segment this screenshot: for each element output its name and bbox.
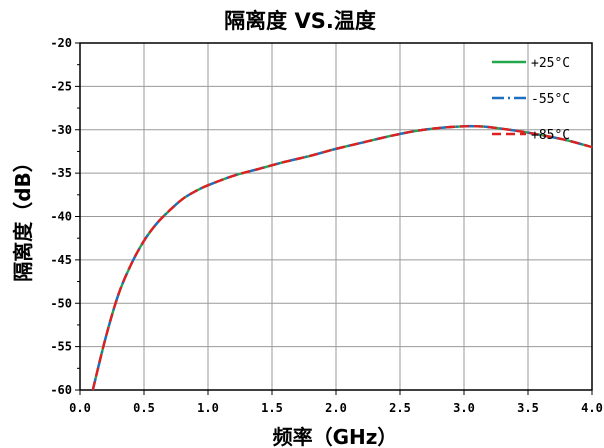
x-tick-label: 2.5: [389, 401, 411, 415]
series-line-3: [91, 124, 593, 391]
series-line-1: [91, 124, 593, 391]
legend-label: +25°C: [531, 56, 570, 71]
x-tick-label: 0.0: [69, 401, 91, 415]
x-tick-label: 2.0: [325, 401, 347, 415]
y-tick-label: -45: [50, 253, 72, 267]
series-line-2: [91, 124, 593, 391]
y-tick-label: -50: [50, 296, 72, 310]
grid-lines: [80, 43, 592, 390]
y-tick-label: -30: [50, 123, 72, 137]
y-tick-label: -55: [50, 340, 72, 354]
y-tick-label: -60: [50, 383, 72, 397]
x-tick-label: 3.5: [517, 401, 539, 415]
x-axis-label: 频率（GHz）: [273, 425, 398, 448]
chart-title: 隔离度 VS.温度: [224, 9, 376, 33]
x-tick-label: 4.0: [581, 401, 603, 415]
legend-label: +85°C: [531, 128, 570, 143]
legend-label: -55°C: [531, 92, 570, 107]
y-tick-label: -40: [50, 210, 72, 224]
y-tick-label: -35: [50, 166, 72, 180]
x-tick-label: 1.5: [261, 401, 283, 415]
axis-ticks: 0.0 0.5 1.0 1.5 2.0 2.5 3.0 3.5 4.0 -20 -25 -30 -35 -…: [50, 36, 603, 415]
series-lines: [91, 124, 593, 391]
y-tick-label: -20: [50, 36, 72, 50]
x-tick-label: 1.0: [197, 401, 219, 415]
y-tick-label: -25: [50, 79, 72, 93]
legend: +25°C -55°C +85°C: [492, 56, 570, 143]
x-tick-label: 3.0: [453, 401, 475, 415]
y-axis-label: 隔离度（dB）: [11, 152, 35, 282]
x-tick-label: 0.5: [133, 401, 155, 415]
